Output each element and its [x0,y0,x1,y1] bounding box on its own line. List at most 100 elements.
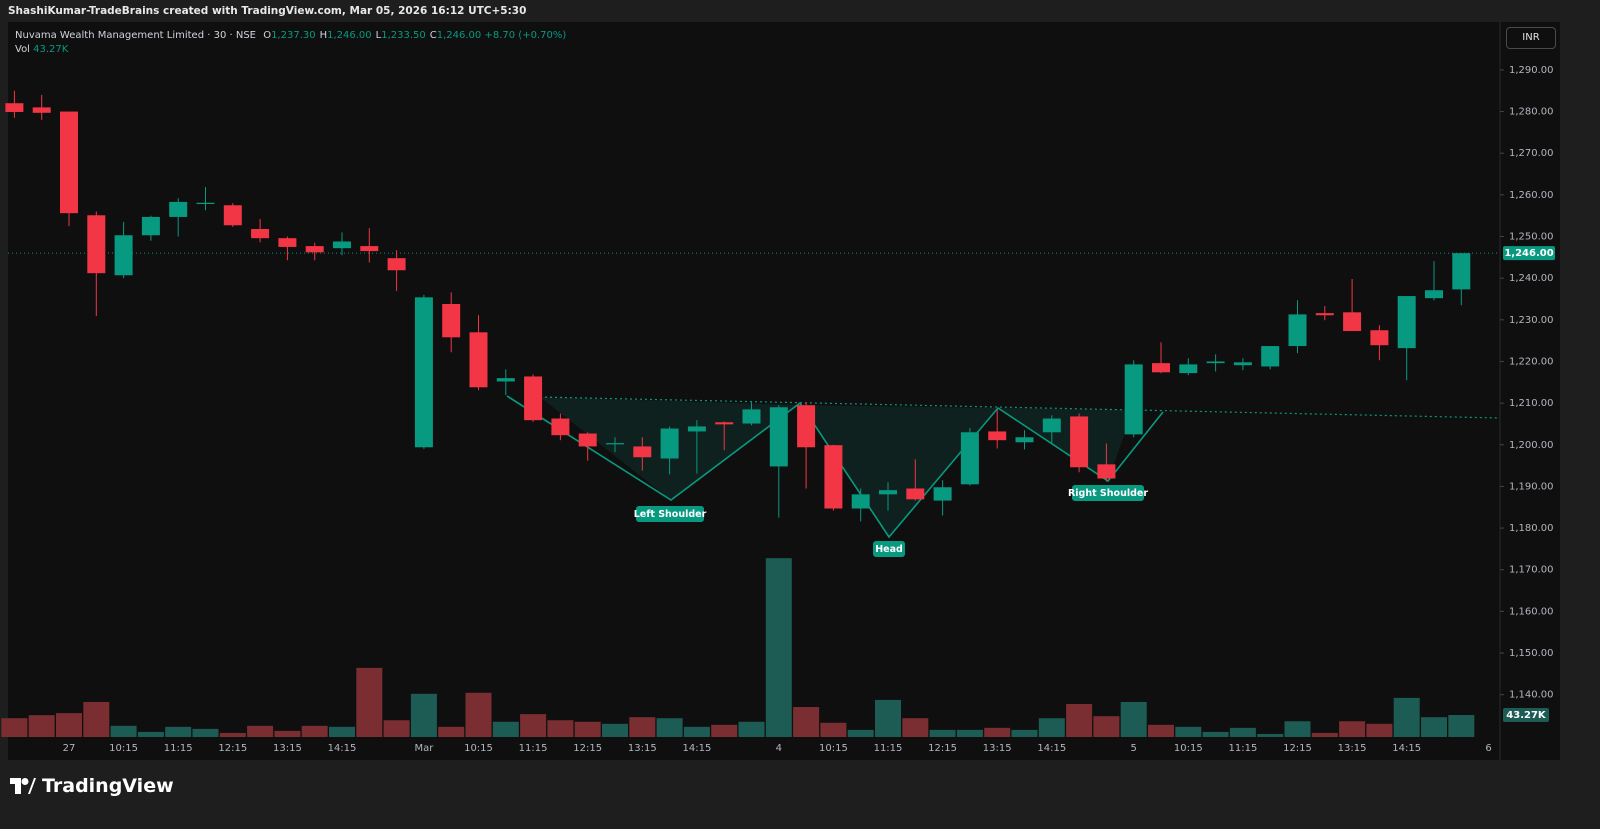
candle-body [933,487,952,501]
candle-body [87,215,106,274]
x-tick-label: 11:15 [164,743,193,754]
x-tick-label: 10:15 [1174,743,1203,754]
ohlc-value: 1,246.00 [436,30,482,41]
candle-body [1015,437,1034,443]
legend: Nuvama Wealth Management Limited · 30 · … [15,29,566,57]
y-tick-label: 1,200.00 [1509,440,1554,451]
annotations: Left Shoulder Head Right Shoulder [634,485,1148,557]
x-tick-label: 27 [63,743,76,754]
ohlc-key: L [375,30,382,41]
ohlc-value: 1,233.50 [381,30,426,41]
candle-body [141,216,160,236]
annotation-label: Left Shoulder [634,509,707,520]
candle-body [1206,361,1225,364]
logo-icon [10,778,36,794]
y-tick-label: 1,220.00 [1509,356,1554,367]
annotation-box [873,541,905,557]
ohlc-value: 1,246.00 [327,30,372,41]
y-tick-label: 1,140.00 [1509,690,1554,701]
candle-body [442,303,461,338]
x-tick-label: 10:15 [109,743,138,754]
candle-body [1233,362,1252,366]
x-tick-label: 13:15 [983,743,1012,754]
volume-bar [83,701,110,737]
x-tick-label: 14:15 [1392,743,1421,754]
x-tick-label: 13:15 [273,743,302,754]
volume-value: 43.27K [33,44,69,55]
volume-bar [1366,723,1393,737]
volume-bar [1393,697,1420,737]
candle-body [742,409,761,424]
ohlc-key: C [429,30,437,41]
volume-bar [1011,729,1038,737]
y-tick-label: 1,260.00 [1509,190,1554,201]
volume-bar [683,726,710,737]
x-tick-label: 4 [776,743,782,754]
volume-bar [329,726,355,737]
annotation-label: Right Shoulder [1068,488,1148,499]
neckline [539,396,1501,419]
candle-body [824,445,843,509]
ohlc-value: 1,237.30 [271,30,316,41]
x-tick-label: 12:15 [573,743,602,754]
x-tick-label: 5 [1131,743,1137,754]
legend-row: Nuvama Wealth Management Limited · 30 · … [15,29,566,43]
candle-body [1425,290,1443,299]
volume-bar [110,725,137,737]
volume-bar [902,718,929,737]
candle-body [60,111,78,214]
volume-bar [574,721,601,737]
volume-name: Vol [15,44,30,55]
volume-bar [929,729,956,737]
volume-bar [547,720,574,737]
volume-bar [629,717,656,737]
candle-body [1397,296,1416,349]
volume-bar [1339,721,1366,737]
volume-bar [1284,721,1311,737]
candle-body [469,332,488,388]
candle-body [988,431,1007,441]
annotation-box [1072,485,1144,501]
candle-body [305,246,324,253]
change: +8.70 (+0.70%) [484,30,567,41]
candle-body [196,202,215,205]
candle-body [1370,330,1389,346]
x-tick-label: 10:15 [464,743,493,754]
volume-bar [520,714,547,737]
volume-bar [1421,717,1447,737]
volume-bar [847,729,874,737]
y-tick-label: 1,280.00 [1509,107,1554,118]
y-tick-label: 1,250.00 [1509,232,1554,243]
candle-body [496,378,515,382]
volume-bar [1066,703,1093,737]
candle-body [5,103,24,112]
ohlc-key: O [263,30,272,41]
candle-body [1042,418,1061,433]
x-tick-label: 13:15 [628,743,657,754]
candle-body [851,494,870,509]
volume-bar [192,728,219,737]
x-tick-label: 14:15 [1037,743,1066,754]
x-tick-label: 10:15 [819,743,848,754]
currency-button[interactable]: INR [1506,27,1556,49]
candle-body [1152,363,1170,373]
volume-legend: Vol 43.27K [15,43,566,57]
candle-body [1179,364,1198,374]
y-tick-label: 1,190.00 [1509,481,1554,492]
candle-body [906,488,925,500]
volume-bar [956,729,983,737]
volume-bar [984,727,1011,737]
candle-body [278,238,297,247]
volume-bar [1257,733,1284,737]
x-tick-label: 12:15 [1283,743,1312,754]
y-tick-label: 1,160.00 [1509,606,1554,617]
y-tick-label: 1,170.00 [1509,565,1554,576]
x-tick-label: 14:15 [682,743,711,754]
volume-bar [602,723,628,737]
candle-body [1343,312,1362,332]
candle-body [169,201,188,217]
volume-bar [1311,732,1338,737]
volume-bar [465,692,492,737]
candle-body [797,405,816,448]
